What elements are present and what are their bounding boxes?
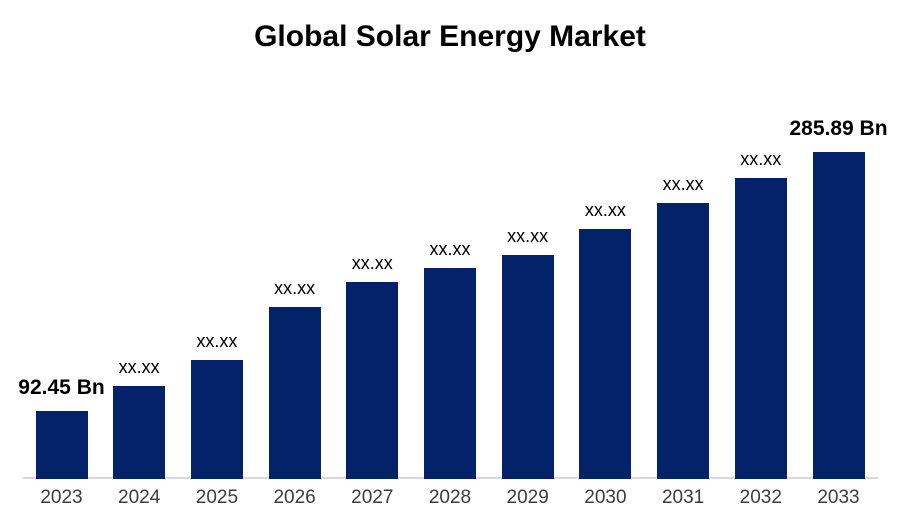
x-tick-label-2030: 2030	[584, 487, 627, 508]
bar-value-label-2024: xx.xx	[118, 357, 160, 377]
plot-area: 92.45 Bn xx.xx xx.xx xx.xx xx.xx xx.xx xx.xx xx…	[18, 117, 888, 479]
bar-value-label-2028: xx.xx	[429, 239, 471, 259]
bar-2028	[424, 268, 476, 479]
x-tick-label-2032: 2032	[739, 487, 782, 508]
chart-title: Global Solar Energy Market	[254, 20, 646, 53]
x-tick-label-2031: 2031	[661, 487, 705, 508]
x-tick-label-2028: 2028	[428, 487, 472, 508]
bar-2024	[113, 386, 166, 479]
x-tick-label-2023: 2023	[40, 487, 83, 508]
bar-value-label-2027: xx.xx	[351, 253, 393, 273]
bar-value-label-2031: xx.xx	[662, 174, 704, 194]
x-tick-label-2029: 2029	[506, 487, 549, 508]
bar-2027	[346, 282, 399, 479]
bar-value-label-2030: xx.xx	[584, 200, 626, 220]
x-tick-label-2033: 2033	[817, 487, 860, 508]
x-tick-label-2026: 2026	[273, 487, 316, 508]
bar-2023	[35, 411, 88, 479]
bar-value-label-2033: 285.89 Bn	[789, 117, 888, 140]
bar-2030	[579, 229, 632, 479]
x-tick-label-2025: 2025	[195, 487, 239, 508]
x-tick-label-2027: 2027	[351, 487, 394, 508]
bar-value-label-2023: 92.45 Bn	[18, 376, 105, 399]
bar-value-label-2025: xx.xx	[196, 331, 238, 351]
bar-2029	[501, 255, 554, 479]
bar-2026	[268, 307, 321, 479]
bar-value-label-2026: xx.xx	[274, 278, 316, 298]
bar-2025	[190, 360, 243, 479]
bar-value-label-2032: xx.xx	[740, 149, 782, 169]
bar-2033	[812, 152, 865, 479]
x-tick-label-2024: 2024	[118, 487, 161, 508]
x-axis-labels: 2023 2024 2025 2026 2027 2028 2029 2030 2031 2032…	[0, 487, 900, 513]
bar-2031	[657, 203, 710, 479]
bar-2032	[734, 178, 787, 479]
bar-value-label-2029: xx.xx	[507, 226, 549, 246]
